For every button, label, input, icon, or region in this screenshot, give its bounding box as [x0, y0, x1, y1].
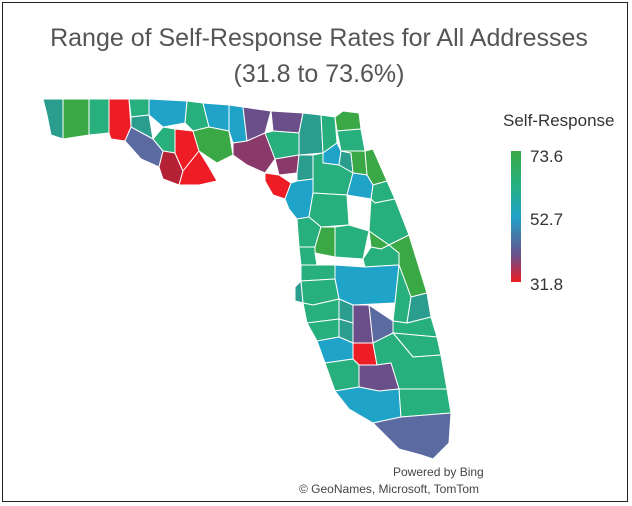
map-copyright[interactable]: © GeoNames, Microsoft, TomTom	[299, 482, 479, 496]
county-duval[interactable]	[336, 128, 366, 152]
county-charlotte[interactable]	[316, 336, 354, 364]
legend-title: Self-Response	[503, 111, 615, 130]
powered-by-bing: Powered by Bing	[393, 465, 484, 479]
county-lafayette[interactable]	[274, 154, 300, 176]
county-holmes[interactable]	[128, 98, 150, 118]
county-polk[interactable]	[334, 264, 400, 306]
map-visual-frame: Range of Self-Response Rates for All Add…	[2, 2, 628, 502]
county-nassau[interactable]	[334, 110, 362, 132]
county-broward[interactable]	[398, 388, 452, 418]
county-gilchrist[interactable]	[296, 154, 314, 182]
legend-min-value: 31.8	[530, 275, 564, 294]
county-escambia[interactable]	[42, 98, 64, 140]
county-columbia[interactable]	[298, 112, 324, 156]
county-hamilton[interactable]	[270, 110, 304, 134]
county-pasco[interactable]	[300, 264, 336, 282]
county-sumter[interactable]	[314, 226, 336, 258]
county-franklin[interactable]	[178, 150, 218, 186]
county-hernando[interactable]	[298, 246, 318, 266]
legend-color-scale	[511, 151, 521, 282]
legend-max-value: 73.6	[530, 147, 564, 166]
county-santa-rosa[interactable]	[62, 98, 90, 140]
florida-county-map[interactable]	[3, 3, 629, 503]
county-lee[interactable]	[324, 358, 360, 392]
county-marion[interactable]	[308, 192, 350, 228]
county-taylor[interactable]	[232, 132, 276, 174]
county-collier[interactable]	[334, 386, 402, 424]
county-st-lucie[interactable]	[392, 316, 438, 338]
county-miami-dade[interactable]	[372, 412, 452, 460]
legend-mid-value: 52.7	[530, 210, 564, 229]
county-lake[interactable]	[334, 224, 370, 260]
map-title: Range of Self-Response Rates for All Add…	[50, 24, 588, 52]
county-jackson[interactable]	[148, 98, 188, 128]
map-subtitle: (31.8 to 73.6%)	[233, 60, 405, 88]
county-okaloosa[interactable]	[88, 98, 110, 136]
